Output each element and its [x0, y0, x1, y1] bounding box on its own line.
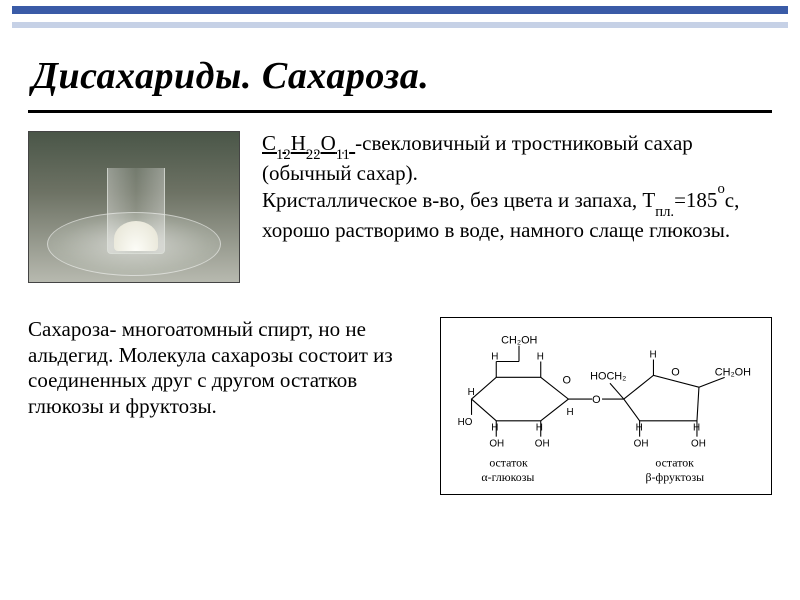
paragraph-2: Сахароза- многоатомный спирт, но не альд…	[28, 317, 420, 419]
svg-text:CH₂OH: CH₂OH	[501, 335, 537, 347]
svg-text:HOCH₂: HOCH₂	[590, 370, 626, 382]
svg-text:H: H	[468, 387, 475, 398]
header-bar-thin	[12, 22, 788, 28]
svg-text:остаток: остаток	[655, 455, 694, 469]
svg-text:H: H	[491, 423, 498, 434]
svg-text:остаток: остаток	[489, 455, 528, 469]
beaker-photo	[28, 131, 240, 283]
svg-text:CH₂OH: CH₂OH	[715, 366, 751, 378]
svg-text:H: H	[650, 350, 657, 361]
svg-text:H: H	[566, 407, 573, 418]
header-bar-thick	[12, 6, 788, 14]
svg-text:O: O	[562, 374, 570, 386]
svg-text:O: O	[592, 394, 600, 406]
svg-text:HO: HO	[458, 417, 473, 428]
svg-text:β-фруктозы: β-фруктозы	[646, 470, 705, 484]
svg-text:OH: OH	[691, 439, 706, 450]
svg-text:H: H	[693, 423, 700, 434]
slide-title: Дисахариды. Сахароза.	[28, 46, 772, 106]
svg-text:H: H	[536, 423, 543, 434]
svg-text:OH: OH	[535, 439, 550, 450]
svg-text:H: H	[537, 352, 544, 363]
svg-text:H: H	[636, 423, 643, 434]
svg-text:H: H	[491, 352, 498, 363]
sucrose-structure-diagram: O O O CH₂OH H H HO H OH H OH H H HOCH₂ C…	[440, 317, 772, 495]
svg-text:O: O	[671, 366, 679, 378]
svg-text:α-глюкозы: α-глюкозы	[481, 470, 534, 484]
title-underline	[28, 110, 772, 113]
svg-text:OH: OH	[634, 439, 649, 450]
description-text: C12H22O11 -свекловичный и тростниковый с…	[262, 131, 772, 283]
svg-text:OH: OH	[489, 439, 504, 450]
